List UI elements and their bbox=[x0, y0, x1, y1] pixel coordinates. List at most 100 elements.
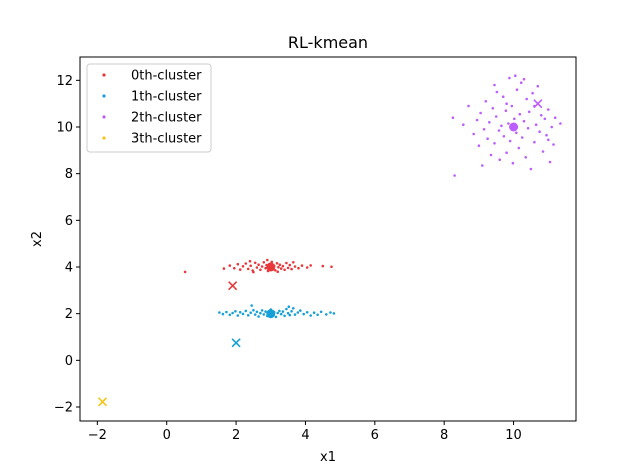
data-point bbox=[550, 125, 553, 129]
data-point bbox=[526, 126, 530, 130]
data-point bbox=[286, 266, 290, 270]
legend: 0th-cluster 1th-cluster 2th-cluster 3th-clu… bbox=[86, 63, 212, 153]
data-point bbox=[274, 315, 278, 319]
data-point bbox=[540, 114, 543, 117]
data-point bbox=[515, 131, 518, 135]
y-tick-label: 4 bbox=[65, 261, 73, 276]
legend-label: 2th-cluster bbox=[131, 111, 202, 126]
legend-marker bbox=[102, 73, 106, 77]
data-point bbox=[309, 314, 313, 317]
data-point bbox=[285, 261, 288, 265]
data-point bbox=[281, 264, 285, 268]
data-point bbox=[531, 91, 534, 95]
data-point bbox=[312, 311, 316, 315]
data-point bbox=[475, 118, 479, 122]
data-point bbox=[288, 313, 292, 317]
data-point bbox=[246, 267, 250, 271]
data-point bbox=[547, 138, 550, 142]
data-point bbox=[500, 124, 503, 128]
data-point bbox=[288, 263, 292, 267]
data-point bbox=[547, 108, 550, 111]
data-point bbox=[494, 115, 498, 118]
data-point bbox=[518, 112, 522, 116]
data-point bbox=[329, 311, 332, 314]
data-point bbox=[508, 76, 511, 80]
data-point bbox=[300, 264, 304, 267]
data-point bbox=[275, 262, 279, 265]
cross-stroke bbox=[97, 397, 108, 407]
y-axis-label: x2 bbox=[30, 231, 45, 247]
data-point bbox=[493, 142, 496, 145]
data-point bbox=[231, 311, 234, 315]
centroid-marker bbox=[509, 122, 519, 132]
data-point bbox=[279, 312, 283, 316]
data-point bbox=[218, 311, 221, 314]
data-point bbox=[302, 312, 306, 316]
data-point bbox=[552, 143, 555, 146]
data-point bbox=[553, 116, 557, 119]
data-point bbox=[527, 110, 531, 114]
data-point bbox=[504, 109, 508, 112]
data-point bbox=[264, 266, 267, 270]
data-point bbox=[233, 266, 236, 270]
data-point bbox=[548, 160, 552, 164]
legend-label: 3th-cluster bbox=[131, 132, 202, 147]
y-axis: −2 0 2 4 6 8 10 12 bbox=[54, 74, 80, 416]
data-point bbox=[259, 311, 262, 315]
data-point bbox=[489, 153, 493, 157]
data-point bbox=[486, 137, 489, 140]
plot-area bbox=[97, 74, 562, 407]
data-point bbox=[228, 313, 232, 317]
data-point bbox=[332, 312, 336, 315]
data-point bbox=[467, 104, 470, 108]
data-point bbox=[241, 265, 245, 268]
data-point bbox=[543, 117, 547, 121]
data-point bbox=[290, 310, 293, 313]
x-tick-label: 8 bbox=[440, 428, 448, 443]
data-point bbox=[510, 104, 514, 108]
data-point bbox=[225, 310, 228, 314]
data-point bbox=[529, 167, 533, 171]
data-point bbox=[286, 311, 290, 315]
data-point bbox=[252, 270, 255, 274]
data-point bbox=[498, 158, 502, 161]
data-point bbox=[221, 312, 225, 316]
cross-stroke bbox=[231, 338, 241, 348]
data-point bbox=[249, 264, 252, 268]
chart-title: RL-kmean bbox=[288, 33, 368, 52]
data-point bbox=[257, 315, 260, 318]
data-point bbox=[497, 129, 501, 132]
data-point bbox=[305, 266, 309, 269]
data-point bbox=[292, 307, 295, 310]
data-point bbox=[481, 164, 484, 167]
data-point bbox=[545, 133, 548, 137]
data-point bbox=[248, 259, 252, 263]
y-tick-label: 12 bbox=[56, 74, 73, 89]
data-point bbox=[484, 100, 488, 103]
data-point bbox=[290, 267, 293, 271]
data-point bbox=[238, 311, 242, 314]
data-point bbox=[505, 151, 508, 154]
data-point bbox=[285, 307, 288, 311]
legend-marker bbox=[102, 136, 106, 140]
data-point bbox=[491, 107, 495, 110]
data-point bbox=[260, 265, 264, 268]
data-point bbox=[305, 311, 309, 314]
data-point bbox=[238, 268, 242, 271]
data-point bbox=[278, 309, 281, 313]
legend-box bbox=[86, 63, 212, 153]
data-point bbox=[236, 314, 240, 317]
data-point bbox=[522, 77, 526, 81]
cross-marker bbox=[533, 99, 543, 109]
data-point bbox=[482, 128, 486, 131]
cross-marker bbox=[97, 397, 108, 407]
y-tick-label: 10 bbox=[56, 121, 73, 136]
data-point bbox=[536, 84, 540, 88]
data-point bbox=[278, 263, 282, 267]
data-point bbox=[538, 130, 541, 133]
data-point bbox=[299, 309, 302, 312]
data-point bbox=[236, 262, 240, 266]
data-point bbox=[514, 74, 517, 77]
data-point bbox=[309, 264, 313, 267]
centroid-marker bbox=[266, 262, 276, 272]
